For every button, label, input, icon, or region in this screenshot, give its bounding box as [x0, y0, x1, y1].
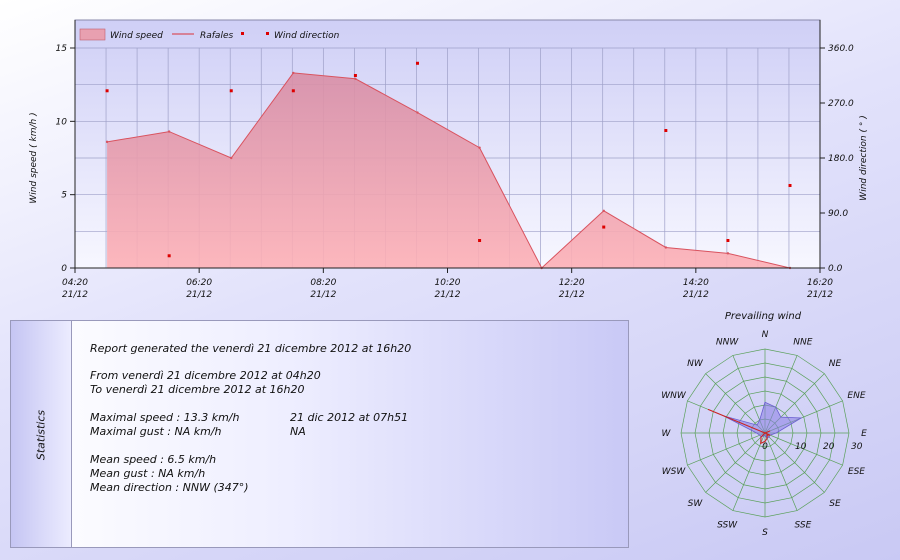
- rose-direction-label: SSW: [717, 520, 738, 530]
- x-tick-date: 21/12: [807, 290, 833, 300]
- wind-speed-point: [292, 71, 295, 75]
- wind-speed-point: [354, 77, 357, 81]
- y2-tick-label: 90.0: [828, 209, 848, 219]
- y-tick-label: 0: [61, 264, 67, 274]
- rose-direction-label: NW: [687, 359, 704, 369]
- legend-label-speed: Wind speed: [110, 31, 163, 41]
- rose-spoke: [732, 432, 766, 511]
- wind-speed-point: [416, 111, 419, 114]
- rose-direction-label: S: [762, 528, 768, 538]
- report-generated-text: Report generated the venerdì 21 dicembre…: [90, 342, 412, 355]
- x-tick-date: 21/12: [559, 290, 585, 300]
- rose-spoke: [687, 432, 766, 466]
- wind-speed-point: [602, 209, 605, 212]
- wind-direction-point: [167, 254, 171, 258]
- wind-speed-area: [107, 72, 790, 268]
- mean-speed-text: Mean speed : 6.5 km/h: [90, 453, 217, 466]
- rose-direction-label: ENE: [847, 391, 865, 401]
- y-axis-title: Wind speed ( km/h ): [29, 112, 39, 203]
- rose-direction-label: N: [762, 330, 769, 340]
- legend-label-gust: Rafales: [200, 31, 233, 41]
- y2-tick-label: 180.0: [828, 154, 854, 164]
- x-tick-label: 16:20: [807, 278, 833, 288]
- statistics-panel: Statistics Report generated the venerdì …: [10, 320, 629, 548]
- max-gust-text: Maximal gust : NA km/h: [90, 425, 222, 438]
- y2-tick-label: 270.0: [828, 99, 854, 109]
- x-tick-label: 12:20: [559, 278, 585, 288]
- wind-direction-point: [602, 225, 606, 229]
- x-tick-label: 14:20: [683, 278, 709, 288]
- x-tick-label: 06:20: [186, 278, 212, 288]
- rose-direction-label: NNW: [716, 338, 739, 348]
- legend-swatch-speed: [79, 28, 106, 41]
- to-date-text: To venerdì 21 dicembre 2012 at 16h20: [90, 383, 305, 396]
- rose-ring-label: 30: [851, 442, 863, 452]
- rose-direction-label: SW: [688, 499, 704, 509]
- statistics-side-band: Statistics: [11, 321, 72, 547]
- wind-speed-point: [230, 156, 233, 160]
- y-tick-label: 5: [61, 191, 67, 201]
- rose-direction-label: NE: [829, 359, 842, 369]
- rose-spoke: [705, 373, 766, 434]
- max-gust-date: NA: [290, 425, 306, 438]
- y2-tick-label: 0.0: [828, 264, 843, 274]
- max-speed-date: 21 dic 2012 at 07h51: [290, 411, 409, 424]
- wind-direction-point: [726, 239, 730, 242]
- rose-direction-label: E: [861, 429, 867, 439]
- mean-gust-text: Mean gust : NA km/h: [90, 467, 206, 480]
- rose-spoke: [705, 432, 766, 493]
- rose-direction-label: WSW: [662, 467, 687, 477]
- wind-direction-point: [478, 239, 482, 242]
- wind-speed-point: [726, 252, 730, 255]
- statistics-label: Statistics: [34, 409, 48, 461]
- rose-title: Prevailing wind: [724, 311, 802, 322]
- wind-direction-point: [105, 89, 109, 93]
- y-tick-label: 15: [56, 44, 68, 54]
- wind-speed-point: [664, 246, 668, 249]
- wind-speed-point: [167, 130, 171, 133]
- wind-rose: N NNE NE ENE E ESE SE SSE S SSW SW WSW W WNW NW NNW 0 10 2…: [661, 330, 867, 538]
- rose-spoke: [764, 432, 825, 493]
- wind-speed-point: [478, 146, 481, 149]
- rose-speed-line: [707, 408, 771, 445]
- wind-direction-point: [415, 61, 419, 65]
- x-tick-date: 21/12: [62, 290, 88, 300]
- wind-direction-point: [788, 184, 792, 187]
- rose-direction-label: W: [662, 429, 672, 439]
- rose-ring-label: 10: [795, 442, 807, 452]
- rose-direction-label: SE: [829, 499, 841, 509]
- y2-tick-label: 360.0: [828, 44, 854, 54]
- wind-speed-line: [106, 72, 791, 269]
- y-tick-label: 10: [56, 117, 68, 127]
- y2-axis-title: Wind direction ( ° ): [859, 115, 869, 200]
- rose-direction-label: SSE: [794, 520, 811, 530]
- wind-direction-point: [291, 89, 295, 93]
- max-speed-text: Maximal speed : 13.3 km/h: [90, 411, 240, 424]
- x-tick-date: 21/12: [186, 290, 212, 300]
- wind-direction-point: [229, 89, 233, 93]
- rose-ring-label: 0: [762, 442, 768, 452]
- wind-direction-point: [664, 129, 668, 132]
- rose-spoke: [764, 432, 843, 466]
- wind-speed-point: [105, 140, 109, 144]
- legend-label-direction: Wind direction: [274, 31, 340, 41]
- x-tick-label: 10:20: [435, 278, 461, 288]
- rose-spoke: [764, 432, 798, 511]
- rose-ring-label: 20: [823, 442, 835, 452]
- legend-swatch-direction: [241, 32, 244, 35]
- rose-frequency-area: [723, 401, 803, 439]
- x-tick-date: 21/12: [435, 290, 461, 300]
- wind-direction-point: [353, 74, 357, 77]
- legend-swatch-direction: [266, 32, 269, 35]
- mean-direction-text: Mean direction : NNW (347°): [90, 481, 249, 494]
- x-tick-label: 04:20: [62, 278, 88, 288]
- from-date-text: From venerdì 21 dicembre 2012 at 04h20: [90, 369, 321, 382]
- rose-direction-label: ESE: [848, 467, 865, 477]
- rose-direction-label: NNE: [793, 338, 812, 348]
- wind-chart: 0 5 10 15 0.0 90.0 180.0 270.0 360.0 04:20 21/12 06…: [29, 19, 869, 300]
- x-tick-label: 08:20: [310, 278, 336, 288]
- rose-direction-label: WNW: [661, 391, 687, 401]
- x-tick-date: 21/12: [310, 290, 336, 300]
- x-tick-date: 21/12: [683, 290, 709, 300]
